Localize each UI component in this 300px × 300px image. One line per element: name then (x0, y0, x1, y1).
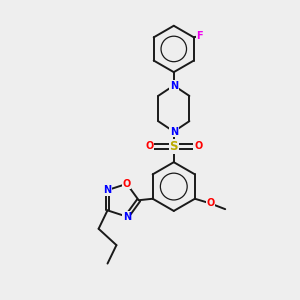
Text: O: O (145, 141, 154, 152)
Text: N: N (170, 127, 178, 136)
Text: F: F (196, 31, 203, 41)
Text: N: N (170, 80, 178, 91)
Text: O: O (206, 198, 214, 208)
Text: O: O (194, 141, 202, 152)
Text: N: N (103, 185, 112, 195)
Text: S: S (169, 140, 178, 153)
Text: O: O (123, 179, 131, 189)
Text: N: N (123, 212, 131, 222)
